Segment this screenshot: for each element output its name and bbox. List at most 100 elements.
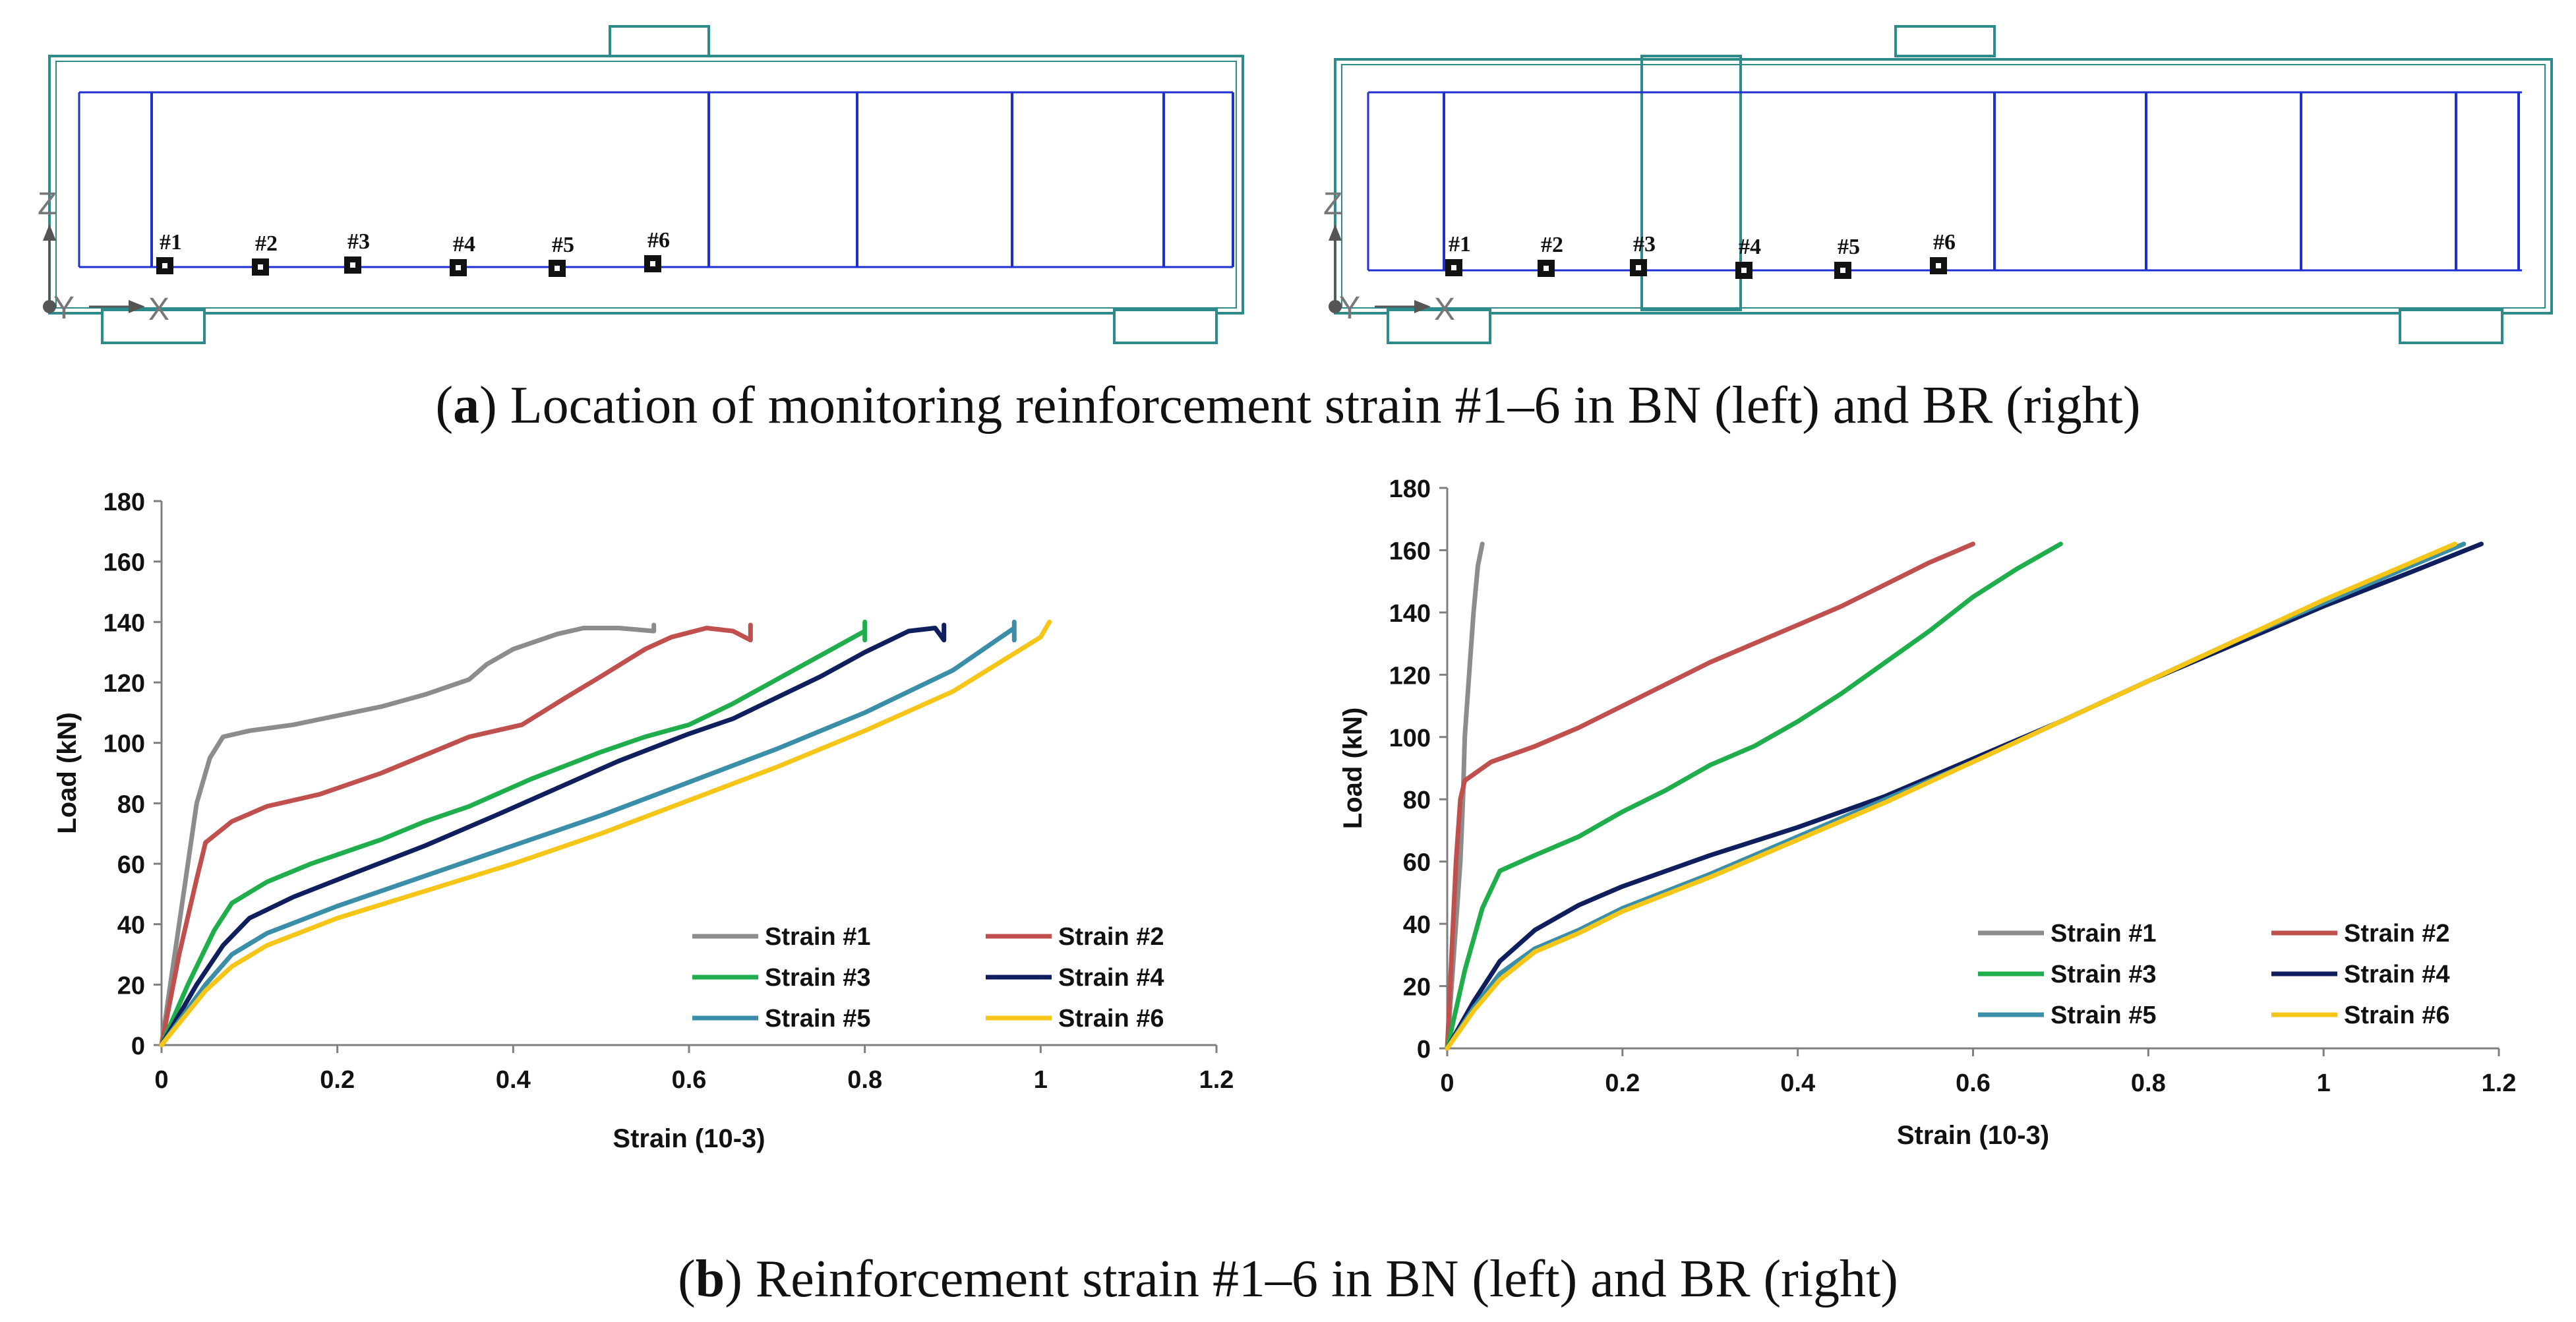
axis-y-label: Y [53,291,75,326]
legend-label: Strain #2 [1058,923,1164,951]
series-line-strain-4 [159,622,947,1048]
strain-gauge-marker-dot [1451,265,1456,270]
series-line-strain-2 [1445,541,1975,1051]
series-line-strain-3 [1445,541,2063,1051]
x-tick-label: 1 [1034,1066,1048,1094]
y-tick-label: 120 [104,670,145,698]
x-tick-label: 1.2 [1199,1066,1234,1094]
strain-gauge-marker-dot [1840,268,1845,273]
series-line-strain-3 [159,619,868,1048]
strain-gauge-label: #2 [1541,233,1563,257]
y-tick-label: 60 [117,851,145,879]
strain-gauge-marker-dot [554,266,560,271]
beam-inner-outline [55,61,1237,309]
x-tick-label: 0.6 [672,1066,707,1094]
legend-label: Strain #4 [2344,961,2450,988]
series-line-strain-6 [159,619,1052,1048]
support-right [1113,309,1218,344]
strain-gauge-marker-dot [1543,266,1549,271]
series-line-strain-6 [1445,541,2457,1051]
legend-label: Strain #1 [765,923,871,951]
strain-gauge-marker-dot [1636,265,1641,270]
y-axis-title: Load (kN) [53,712,82,833]
caption-b: (b) Reinforcement strain #1–6 in BN (lef… [678,1250,1898,1308]
strain-gauge-marker-dot [350,262,355,268]
strain-gauge-label: #1 [160,230,182,255]
loading-plate [609,25,710,57]
series-line-strain-2 [159,622,753,1048]
strain-gauge-label: #6 [1933,230,1956,255]
series-line-strain-4 [1445,541,2484,1051]
axis-origin [43,300,56,313]
legend-label: Strain #2 [2344,920,2450,947]
axis-origin [1329,300,1342,313]
y-tick-label: 100 [104,731,145,758]
strain-gauge-marker-dot [162,263,167,268]
y-tick-label: 100 [1389,725,1431,752]
y-tick-label: 160 [104,549,145,577]
strain-gauge-label: #6 [647,228,670,253]
caption-a-text: Location of monitoring reinforcement str… [510,376,2141,435]
beam-inner-outline [1341,64,2546,309]
legend-label: Strain #1 [2051,920,2157,947]
caption-a: (a) Location of monitoring reinforcement… [435,376,2141,435]
y-tick-label: 180 [104,489,145,516]
support-left [101,309,206,344]
support-left [1387,309,1491,344]
x-tick-label: 0 [154,1066,168,1094]
x-axis-title: Strain (10-3) [613,1124,765,1153]
axis-z-label: Z [1323,187,1342,222]
strain-gauge-marker-dot [1936,263,1941,268]
x-tick-label: 0.2 [1605,1069,1640,1097]
legend-label: Strain #3 [765,964,871,992]
beam-diagram-bn: Z Y X #1 #2 #3 #4 #5 #6 [38,25,1244,344]
caption-b-label: b [695,1250,725,1308]
x-tick-label: 0.2 [320,1066,355,1094]
strain-gauge-label: #1 [1449,232,1471,256]
axis-z-label: Z [38,187,57,222]
y-axis-title: Load (kN) [1338,707,1367,829]
strain-gauge-label: #4 [453,232,475,256]
axis-x-label: X [1434,292,1455,327]
y-tick-label: 0 [131,1033,145,1060]
y-tick-label: 20 [1403,974,1431,1002]
y-tick-label: 0 [1417,1036,1431,1064]
caption-b-text: Reinforcement strain #1–6 in BN (left) a… [755,1250,1898,1308]
x-tick-label: 1 [2317,1069,2331,1097]
legend-label: Strain #4 [1058,964,1164,992]
axis-y-label: Y [1339,291,1360,326]
legend-label: Strain #5 [765,1005,871,1033]
strain-gauge-marker-dot [258,264,263,270]
repair-zone [1640,55,1742,311]
series-line-strain-5 [159,619,1017,1048]
legend-label: Strain #6 [1058,1005,1164,1033]
x-tick-label: 1.2 [2482,1069,2517,1097]
legend-label: Strain #5 [2051,1002,2157,1029]
x-tick-label: 0 [1440,1069,1454,1097]
caption-a-label: a [453,376,480,435]
support-right [2399,309,2503,344]
loading-plate [1894,25,1996,57]
axis-z-arrow [43,224,56,241]
strain-gauge-label: #5 [1838,235,1860,259]
legend-label: Strain #3 [2051,961,2157,988]
strain-gauge-label: #3 [347,229,370,254]
y-tick-label: 20 [117,972,145,1000]
x-tick-label: 0.8 [847,1066,882,1094]
y-tick-label: 180 [1389,475,1431,503]
chart-br: 0 20 40 60 80 100 120 140 160 180 0 0.2 0.4 0.6 0.8 1 1.… [1338,475,2516,1150]
strain-gauge-label: #4 [1739,235,1761,259]
chart-bn: 0 20 40 60 80 100 120 140 160 180 0 0.2 0.4 0.6 0.8 1 1.… [53,489,1234,1153]
x-axis-title: Strain (10-3) [1897,1121,2049,1150]
y-tick-label: 140 [1389,600,1431,628]
beam-outline [48,55,1244,315]
beam-diagram-br: Z Y X #1 #2 #3 #4 #5 #6 [1323,25,2553,344]
x-tick-label: 0.4 [496,1066,531,1094]
strain-gauge-label: #2 [255,231,278,256]
y-tick-label: 60 [1403,849,1431,877]
axis-z-arrow [1329,224,1342,241]
x-tick-label: 0.8 [2131,1069,2166,1097]
strain-gauge-label: #3 [1633,232,1656,256]
y-tick-label: 160 [1389,537,1431,565]
